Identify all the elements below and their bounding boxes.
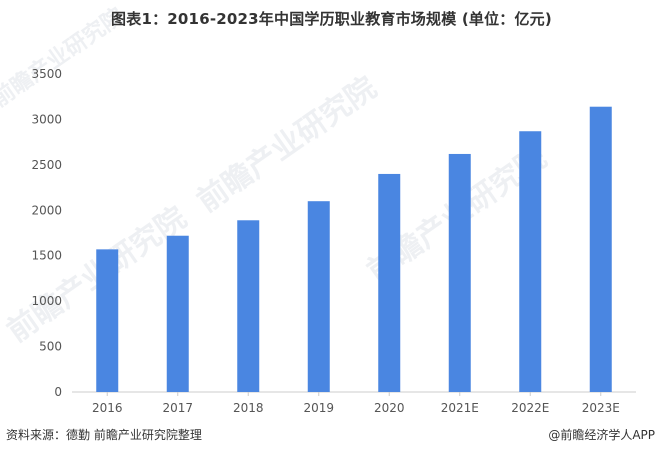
credit-text: @前瞻经济学人APP [548, 428, 655, 442]
bar-2021E [448, 153, 471, 392]
y-tick-label: 2000 [31, 203, 62, 217]
bar-2018 [237, 220, 260, 392]
y-tick-label: 0 [54, 385, 62, 399]
x-tick-label: 2016 [92, 401, 123, 415]
x-tick-label: 2020 [374, 401, 405, 415]
bar-2020 [378, 173, 401, 392]
chart-title: 图表1：2016-2023年中国学历职业教育市场规模 (单位：亿元) [111, 10, 552, 28]
y-tick-label: 1000 [31, 294, 62, 308]
bar-2022E [519, 131, 542, 393]
y-tick-label: 3500 [31, 67, 62, 81]
bar-2019 [307, 201, 330, 392]
x-tick-label: 2022E [511, 401, 549, 415]
source-note: 资料来源：德勤 前瞻产业研究院整理 [6, 428, 202, 442]
y-tick-label: 3000 [31, 112, 62, 126]
x-tick-label: 2021E [441, 401, 479, 415]
x-tick-label: 2018 [233, 401, 264, 415]
y-tick-label: 1500 [31, 249, 62, 263]
bar-2017 [166, 235, 189, 392]
x-tick-label: 2017 [162, 401, 193, 415]
y-tick-label: 2500 [31, 158, 62, 172]
x-tick-label: 2023E [582, 401, 620, 415]
y-tick-label: 500 [39, 340, 62, 354]
bar-2016 [96, 249, 119, 392]
bar-2023E [589, 106, 612, 393]
x-tick-label: 2019 [303, 401, 334, 415]
